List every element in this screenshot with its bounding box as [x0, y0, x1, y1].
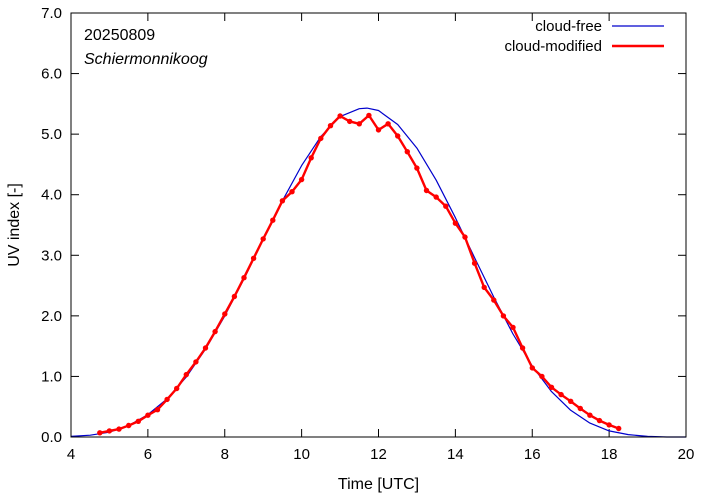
legend: cloud-free cloud-modified: [504, 18, 664, 55]
data-point-cloud-modified: [202, 345, 209, 351]
data-point-cloud-modified: [366, 112, 372, 119]
tick-marks: [70, 12, 687, 438]
data-point-cloud-modified: [231, 293, 238, 300]
data-point-cloud-modified: [212, 328, 218, 335]
data-point-cloud-modified: [481, 284, 487, 291]
data-point-cloud-modified: [106, 428, 113, 434]
data-point-cloud-modified: [260, 236, 266, 242]
data-point-cloud-modified: [395, 133, 401, 139]
data-point-cloud-modified: [548, 384, 555, 390]
y-tick-label: 2.0: [41, 308, 62, 325]
y-tick-label: 1.0: [41, 368, 62, 385]
data-point-cloud-modified: [462, 234, 468, 240]
data-point-cloud-modified: [337, 113, 343, 119]
data-point-cloud-modified: [385, 121, 391, 127]
data-point-cloud-modified: [452, 220, 459, 226]
data-point-cloud-modified: [596, 417, 603, 424]
data-point-cloud-modified: [174, 385, 180, 392]
x-tick-label: 14: [447, 446, 464, 463]
y-tick-label: 5.0: [41, 126, 62, 143]
data-point-cloud-modified: [327, 123, 334, 129]
data-point-cloud-modified: [539, 373, 545, 380]
data-point-cloud-modified: [587, 412, 593, 418]
data-point-cloud-modified: [347, 118, 353, 125]
data-point-cloud-modified: [414, 165, 420, 171]
data-point-cloud-modified: [404, 149, 410, 155]
y-tick-label: 3.0: [41, 247, 62, 264]
data-point-cloud-modified: [568, 398, 574, 404]
data-point-cloud-modified: [558, 391, 564, 398]
data-point-cloud-modified: [116, 426, 122, 432]
data-point-cloud-modified: [126, 422, 132, 429]
legend-label-cloud-free: cloud-free: [535, 18, 602, 35]
x-tick-label: 10: [293, 446, 310, 463]
legend-label-cloud-modified: cloud-modified: [504, 38, 602, 55]
x-tick-label: 6: [144, 446, 152, 463]
data-point-cloud-modified: [250, 255, 257, 261]
data-point-cloud-modified: [193, 359, 199, 365]
data-point-cloud-modified: [471, 260, 478, 266]
x-tick-label: 20: [678, 446, 695, 463]
x-tick-label: 8: [221, 446, 229, 463]
series-line-cloud-modified: [99, 114, 620, 434]
data-point-cloud-modified: [500, 313, 507, 319]
x-tick-label: 18: [601, 446, 618, 463]
x-tick-label: 4: [67, 446, 75, 463]
data-point-cloud-modified: [279, 198, 286, 204]
data-point-cloud-modified: [491, 297, 497, 303]
data-series: [70, 107, 686, 438]
data-point-cloud-modified: [241, 275, 247, 281]
plot-frame: [70, 12, 687, 438]
location-annotation: Schiermonnikoog: [84, 51, 208, 68]
data-point-cloud-modified: [375, 127, 382, 133]
data-point-cloud-modified: [308, 155, 314, 161]
data-point-cloud-modified: [97, 430, 103, 436]
data-point-cloud-modified: [510, 324, 516, 331]
data-point-cloud-modified: [164, 396, 170, 403]
date-annotation: 20250809: [84, 27, 155, 44]
data-point-cloud-modified: [606, 422, 612, 428]
tick-labels: 4 6 8 10 12 14 16 18 20 0.0 1.0 2.0 3.0 4.0 5.0 6.0 7.0: [41, 5, 694, 463]
data-point-cloud-modified: [577, 405, 583, 412]
data-point-cloud-modified: [298, 176, 305, 183]
series-line-cloud-free: [70, 107, 686, 438]
data-point-cloud-modified: [529, 365, 535, 371]
y-tick-label: 4.0: [41, 187, 62, 204]
data-point-cloud-modified: [443, 203, 449, 209]
data-point-cloud-modified: [356, 121, 362, 127]
x-tick-label: 12: [370, 446, 387, 463]
data-point-cloud-modified: [519, 345, 526, 351]
data-point-cloud-modified: [270, 217, 276, 223]
data-point-cloud-modified: [145, 412, 151, 418]
data-point-cloud-modified: [135, 418, 141, 424]
x-tick-label: 16: [524, 446, 541, 463]
x-axis-title: Time [UTC]: [338, 476, 419, 493]
data-point-cloud-modified: [423, 187, 430, 194]
data-point-cloud-modified: [154, 407, 161, 413]
data-point-cloud-modified: [318, 135, 324, 142]
data-point-cloud-modified: [183, 371, 189, 378]
y-tick-label: 0.0: [41, 429, 62, 446]
data-point-cloud-modified: [433, 194, 439, 200]
data-point-cloud-modified: [616, 425, 622, 432]
data-point-cloud-modified: [289, 189, 295, 195]
y-tick-label: 7.0: [41, 5, 62, 22]
y-axis-title: UV index [-]: [6, 183, 23, 267]
y-tick-label: 6.0: [41, 66, 62, 83]
data-point-cloud-modified: [222, 311, 228, 317]
